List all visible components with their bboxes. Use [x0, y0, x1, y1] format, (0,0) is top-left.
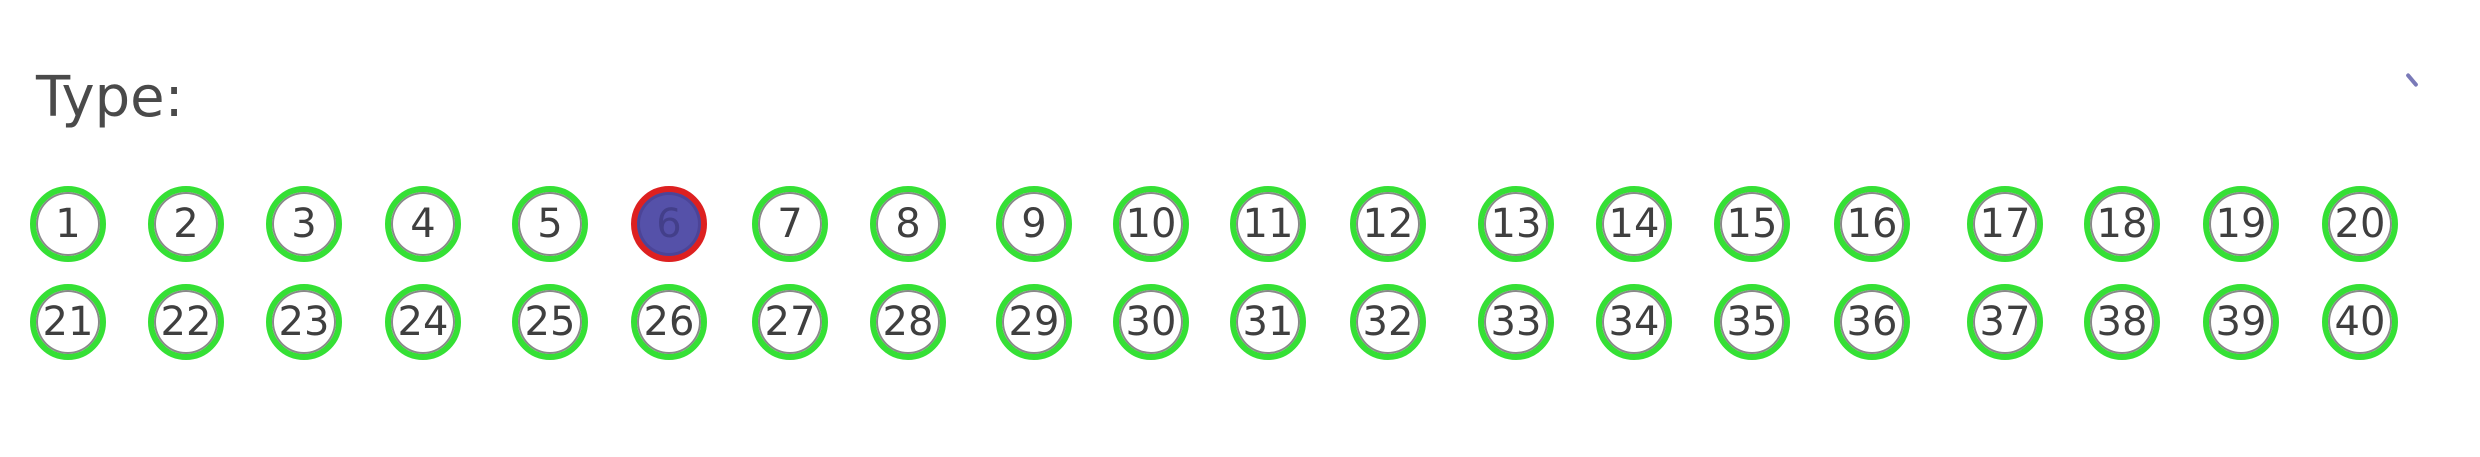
option-bubble-number: 30 — [1125, 299, 1177, 345]
option-bubble[interactable]: 7 — [752, 186, 828, 262]
option-bubble[interactable]: 36 — [1834, 284, 1910, 360]
option-bubble[interactable]: 28 — [870, 284, 946, 360]
option-bubble-number: 3 — [291, 201, 317, 247]
option-bubble[interactable]: 11 — [1230, 186, 1306, 262]
option-bubble[interactable]: 2 — [148, 186, 224, 262]
option-bubble-number: 21 — [42, 299, 94, 345]
option-bubble-number: 11 — [1242, 201, 1294, 247]
option-bubble[interactable]: 14 — [1596, 186, 1672, 262]
option-bubble-number: 29 — [1008, 299, 1060, 345]
option-bubble-number: 6 — [656, 201, 682, 247]
option-bubble-number: 8 — [895, 201, 921, 247]
option-bubble-number: 26 — [643, 299, 695, 345]
option-bubble[interactable]: 32 — [1350, 284, 1426, 360]
option-bubble-number: 7 — [777, 201, 803, 247]
option-bubble[interactable]: 21 — [30, 284, 106, 360]
option-bubble-number: 13 — [1490, 201, 1542, 247]
option-bubble[interactable]: 8 — [870, 186, 946, 262]
option-bubble-number: 1 — [55, 201, 81, 247]
option-bubble[interactable]: 30 — [1113, 284, 1189, 360]
option-bubble-number: 35 — [1726, 299, 1778, 345]
option-bubble-number: 34 — [1608, 299, 1660, 345]
option-bubble[interactable]: 19 — [2203, 186, 2279, 262]
option-bubble-number: 16 — [1846, 201, 1898, 247]
option-bubble[interactable]: 5 — [512, 186, 588, 262]
option-bubble-number: 27 — [764, 299, 816, 345]
type-label: Type: — [36, 65, 184, 130]
option-bubble-number: 23 — [278, 299, 330, 345]
option-bubble-number: 12 — [1362, 201, 1414, 247]
option-bubble[interactable]: 34 — [1596, 284, 1672, 360]
option-bubble-number: 24 — [397, 299, 449, 345]
option-bubble[interactable]: 29 — [996, 284, 1072, 360]
option-bubble-number: 20 — [2334, 201, 2386, 247]
option-bubble[interactable]: 39 — [2203, 284, 2279, 360]
option-bubble[interactable]: 20 — [2322, 186, 2398, 262]
option-bubble[interactable]: 1 — [30, 186, 106, 262]
option-bubble[interactable]: 35 — [1714, 284, 1790, 360]
option-bubble-number: 14 — [1608, 201, 1660, 247]
option-bubble-number: 31 — [1242, 299, 1294, 345]
option-bubble-number: 37 — [1979, 299, 2031, 345]
option-bubble[interactable]: 12 — [1350, 186, 1426, 262]
option-bubble[interactable]: 17 — [1967, 186, 2043, 262]
option-bubble[interactable]: 3 — [266, 186, 342, 262]
option-bubble-number: 9 — [1021, 201, 1047, 247]
option-bubble-number: 36 — [1846, 299, 1898, 345]
option-bubble[interactable]: 26 — [631, 284, 707, 360]
option-bubble-number: 17 — [1979, 201, 2031, 247]
option-bubble[interactable]: 24 — [385, 284, 461, 360]
option-bubble[interactable]: 6 — [631, 186, 707, 262]
option-bubble-number: 19 — [2215, 201, 2267, 247]
option-bubble[interactable]: 10 — [1113, 186, 1189, 262]
option-bubble[interactable]: 40 — [2322, 284, 2398, 360]
option-bubble-number: 10 — [1125, 201, 1177, 247]
option-bubble[interactable]: 33 — [1478, 284, 1554, 360]
option-bubble[interactable]: 9 — [996, 186, 1072, 262]
option-bubble-number: 5 — [537, 201, 563, 247]
option-bubble[interactable]: 23 — [266, 284, 342, 360]
option-bubble-number: 25 — [524, 299, 576, 345]
option-bubble-number: 22 — [160, 299, 212, 345]
option-bubble-number: 32 — [1362, 299, 1414, 345]
option-bubble[interactable]: 25 — [512, 284, 588, 360]
option-bubble-number: 28 — [882, 299, 934, 345]
option-bubble[interactable]: 27 — [752, 284, 828, 360]
option-bubble-number: 38 — [2096, 299, 2148, 345]
option-bubble-number: 40 — [2334, 299, 2386, 345]
option-bubble[interactable]: 15 — [1714, 186, 1790, 262]
option-bubble[interactable]: 31 — [1230, 284, 1306, 360]
option-bubble[interactable]: 16 — [1834, 186, 1910, 262]
option-bubble-number: 39 — [2215, 299, 2267, 345]
option-bubble[interactable]: 38 — [2084, 284, 2160, 360]
option-bubble[interactable]: 22 — [148, 284, 224, 360]
option-bubble-number: 33 — [1490, 299, 1542, 345]
option-bubble-number: 18 — [2096, 201, 2148, 247]
option-bubble[interactable]: 18 — [2084, 186, 2160, 262]
option-bubble[interactable]: 13 — [1478, 186, 1554, 262]
option-bubble-number: 4 — [410, 201, 436, 247]
option-bubble-number: 15 — [1726, 201, 1778, 247]
option-bubble[interactable]: 37 — [1967, 284, 2043, 360]
option-bubble[interactable]: 4 — [385, 186, 461, 262]
option-bubble-number: 2 — [173, 201, 199, 247]
